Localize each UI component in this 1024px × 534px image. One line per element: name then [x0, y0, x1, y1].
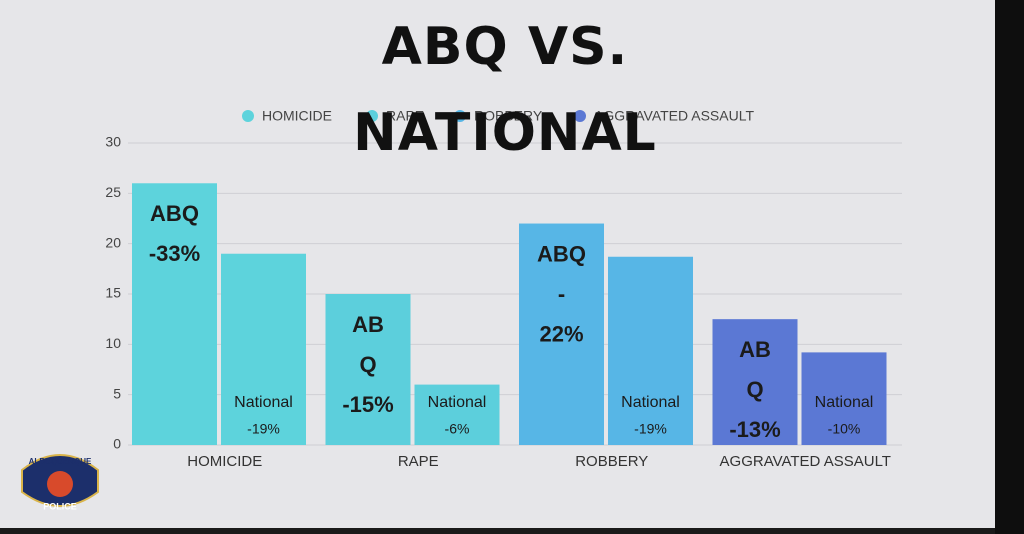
- bar: [414, 384, 500, 445]
- legend-label: AGGRAVATED ASSAULT: [594, 108, 754, 124]
- x-tick-label: AGGRAVATED ASSAULT: [720, 453, 891, 470]
- bar-label: -15%: [342, 392, 393, 417]
- screen-edge: [995, 0, 1024, 534]
- legend-marker: [242, 110, 254, 122]
- chart-title: ABQ VS. NATIONAL: [353, 17, 657, 163]
- bar: [608, 256, 693, 445]
- legend-marker: [366, 110, 378, 122]
- bar-label: National: [428, 394, 487, 411]
- legend-label: RAPE: [386, 108, 424, 124]
- bar-label: ABQ: [150, 201, 199, 226]
- legend-label: HOMICIDE: [262, 108, 332, 124]
- bar-label: -6%: [445, 421, 470, 437]
- legend-marker: [574, 110, 586, 122]
- bar-label: 22%: [539, 321, 583, 346]
- bar-label: -13%: [729, 417, 780, 442]
- bar-label: -: [558, 281, 565, 306]
- y-tick-label: 20: [105, 234, 121, 250]
- legend-marker: [454, 110, 466, 122]
- y-tick-label: 30: [105, 134, 121, 150]
- bar-label: Q: [359, 352, 376, 377]
- x-tick-label: RAPE: [398, 453, 439, 470]
- bar: [132, 183, 217, 445]
- x-tick-label: HOMICIDE: [187, 453, 262, 470]
- bar-label: AB: [352, 312, 384, 337]
- bar-label: -10%: [828, 421, 861, 437]
- y-tick-label: 5: [113, 385, 121, 401]
- bar-label: -19%: [634, 421, 667, 437]
- legend-label: ROBBERY: [474, 108, 543, 124]
- logo-top: ALBUQUERQUE: [29, 457, 92, 466]
- bar: [325, 294, 411, 445]
- bar: [801, 352, 887, 445]
- y-tick-label: 10: [105, 335, 121, 351]
- bar-label: ABQ: [537, 241, 586, 266]
- bar-label: National: [621, 394, 680, 411]
- x-tick-label: ROBBERY: [575, 453, 648, 470]
- logo-sun: [47, 471, 73, 497]
- bar-label: National: [234, 394, 293, 411]
- bar: [221, 253, 306, 445]
- logo-bottom: POLICE: [43, 501, 77, 511]
- y-tick-label: 0: [113, 436, 121, 452]
- bar: [519, 223, 604, 445]
- bar-label: -19%: [247, 421, 280, 437]
- bar: [712, 319, 798, 445]
- y-tick-label: 25: [105, 184, 121, 200]
- bar-label: National: [815, 394, 874, 411]
- bar-label: -33%: [149, 241, 200, 266]
- bar-label: Q: [746, 377, 763, 402]
- bar-label: AB: [739, 337, 771, 362]
- logo: ALBUQUERQUE POLICE: [21, 454, 99, 511]
- y-tick-label: 15: [105, 285, 121, 301]
